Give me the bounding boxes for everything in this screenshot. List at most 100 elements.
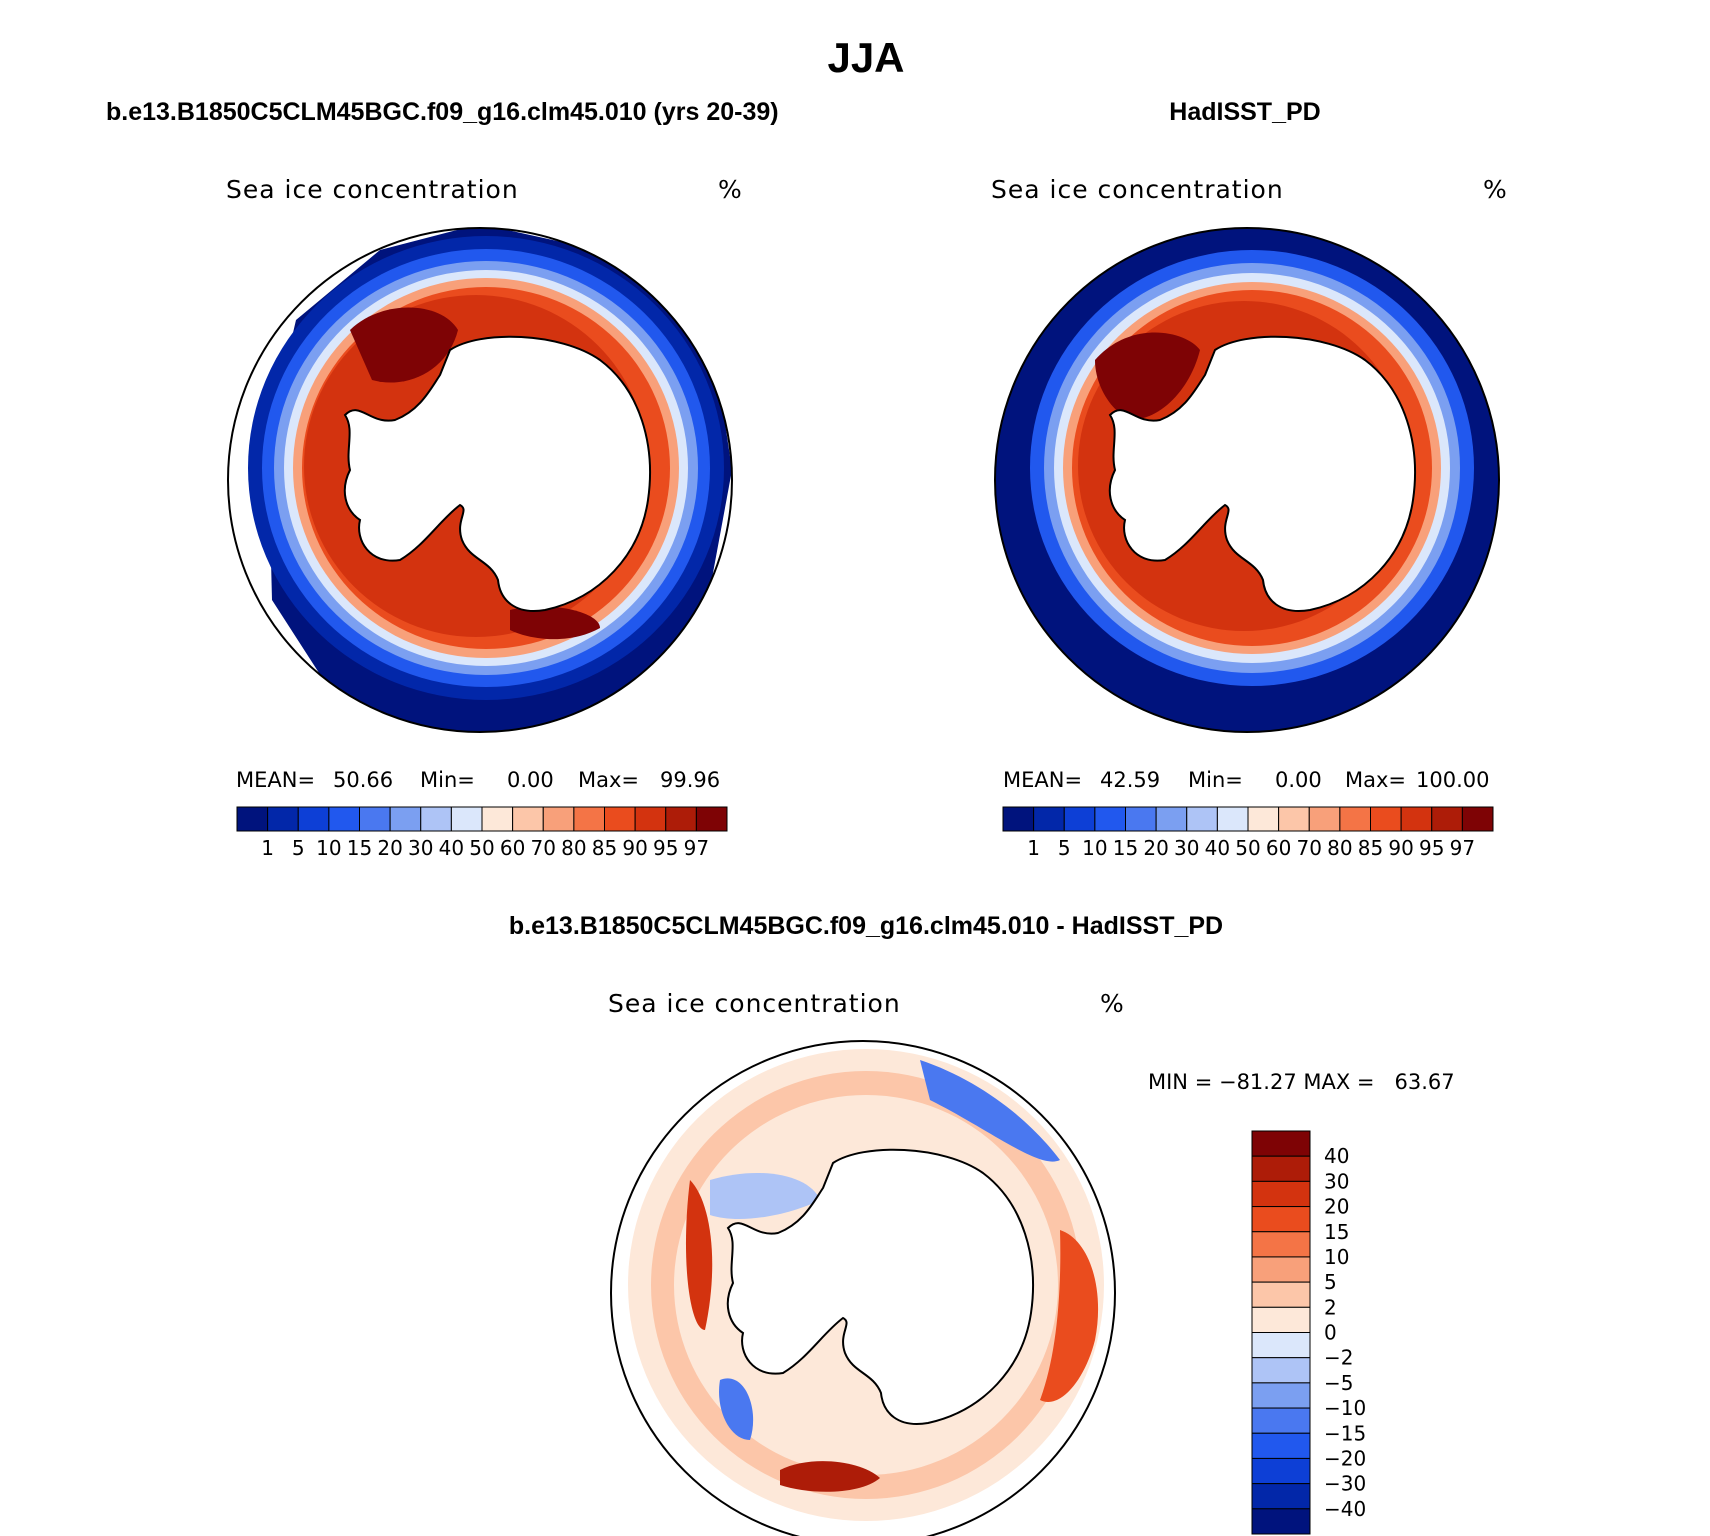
panel-a-colorbar-tick-label: 70 — [531, 836, 556, 860]
panel-a-weddell-max — [350, 307, 458, 383]
panel-c-colorbar-swatch — [1251, 1256, 1311, 1283]
panel-a-heading: b.e13.B1850C5CLM45BGC.f09_g16.clm45.010 … — [106, 98, 779, 126]
panel-c-colorbar-swatch — [1251, 1281, 1311, 1308]
panel-a-colorbar-tick-label: 30 — [408, 836, 433, 860]
panel-a-colorbar-labels: 1 5 10 15 20 30 40 50 60 70 80 85 90 95 97 — [261, 836, 709, 860]
panel-a-colorbar-tick-label: 80 — [561, 836, 586, 860]
panel-a-colorbar-tick-label: 15 — [347, 836, 372, 860]
panel-a-colorbar-swatch — [481, 806, 514, 832]
panel-c-map — [611, 1041, 1115, 1536]
panel-a-colorbar-tick-label: 5 — [292, 836, 305, 860]
panel-b-colorbar-swatch — [1002, 806, 1035, 832]
panel-a-stats: MEAN= 50.66 Min= 0.00 Max= 99.96 — [236, 768, 720, 792]
panel-c-colorbar-tick-label: −2 — [1324, 1346, 1353, 1370]
panel-c-positive-west — [685, 1180, 713, 1330]
panel-a-colorbar-swatch — [420, 806, 452, 832]
panel-a-colorbar-swatch — [359, 806, 391, 832]
panel-a-colorbar-tick-label: 97 — [684, 836, 709, 860]
panel-b-colorbar-labels: 1 5 10 15 20 30 40 50 60 70 80 85 90 95 97 — [1027, 836, 1475, 860]
panel-b-colorbar-swatch — [1063, 806, 1096, 832]
panel-c-colorbar-tick-label: 30 — [1324, 1169, 1349, 1193]
panel-b-colorbar-swatch — [1308, 806, 1341, 832]
panel-a-colorbar-swatch — [297, 806, 330, 832]
panel-c-colorbar-tick-label: 40 — [1324, 1144, 1349, 1168]
panel-c-colorbar-swatch — [1251, 1306, 1311, 1333]
panel-b-weddell-max — [1095, 332, 1200, 420]
panel-c-colorbar-tick-label: −15 — [1324, 1421, 1366, 1445]
panel-b-colorbar-tick-label: 10 — [1082, 836, 1107, 860]
panel-a-colorbar-swatch — [604, 806, 636, 832]
panel-c-units: % — [1100, 989, 1124, 1018]
panel-a-colorbar-swatch — [634, 806, 667, 832]
panel-c-colorbar-swatch — [1251, 1407, 1311, 1434]
panel-b-colorbar-swatch — [1094, 806, 1126, 832]
panel-a-colorbar — [236, 806, 728, 832]
panel-b-colorbar-swatch — [1278, 806, 1310, 832]
panel-b-colorbar-swatch — [1431, 806, 1463, 832]
panel-b-colorbar-tick-label: 80 — [1327, 836, 1352, 860]
panel-a-colorbar-tick-label: 95 — [653, 836, 678, 860]
panel-c-antarctica — [726, 1148, 1034, 1425]
panel-c-colorbar-tick-label: 15 — [1324, 1220, 1349, 1244]
panel-a-colorbar-tick-label: 50 — [469, 836, 494, 860]
panel-b-colorbar-swatch — [1186, 806, 1218, 832]
panel-a-units: % — [718, 175, 742, 204]
panel-c-colorbar-swatch — [1251, 1231, 1311, 1258]
panel-c-field-label: Sea ice concentration — [608, 989, 901, 1018]
panel-a-colorbar-swatch — [542, 806, 575, 832]
panel-b-map — [995, 228, 1499, 732]
panel-a-colorbar-swatch — [665, 806, 697, 832]
panel-c-colorbar-tick-label: 2 — [1324, 1295, 1337, 1319]
panel-c-colorbar-swatch — [1251, 1483, 1311, 1510]
panel-b-colorbar-tick-label: 97 — [1450, 836, 1475, 860]
panel-c-colorbar-swatch — [1251, 1382, 1311, 1409]
panel-a-field-label: Sea ice concentration — [226, 175, 519, 204]
panel-c-positive-ross — [780, 1461, 880, 1492]
panel-b-colorbar-swatch — [1216, 806, 1249, 832]
panel-a-colorbar-swatch — [573, 806, 605, 832]
panel-a-map — [228, 228, 732, 732]
panel-b-units: % — [1483, 175, 1507, 204]
panel-c-colorbar-tick-label: 5 — [1324, 1270, 1337, 1294]
panel-b-colorbar-tick-label: 40 — [1205, 836, 1230, 860]
panel-a-antarctica — [343, 335, 651, 612]
panel-c-colorbar-tick-label: 20 — [1324, 1195, 1349, 1219]
panel-c-positive-east — [1040, 1230, 1099, 1402]
panel-b-field-label: Sea ice concentration — [991, 175, 1284, 204]
panel-c-colorbar-tick-label: −20 — [1324, 1446, 1366, 1470]
panel-a-colorbar-tick-label: 10 — [316, 836, 341, 860]
panel-b-stats: MEAN= 42.59 Min= 0.00 Max= 100.00 — [1003, 768, 1489, 792]
panel-b-colorbar-swatch — [1247, 806, 1280, 832]
panel-c-colorbar-swatch — [1251, 1332, 1311, 1359]
panel-c-colorbar-tick-label: −5 — [1324, 1371, 1353, 1395]
panel-b-antarctica — [1108, 335, 1416, 612]
panel-a-colorbar-swatch — [695, 806, 728, 832]
panel-c-colorbar — [1251, 1130, 1311, 1535]
panel-c-colorbar-swatch — [1251, 1206, 1311, 1233]
panel-b-colorbar-tick-label: 15 — [1113, 836, 1138, 860]
panel-c-colorbar-swatch — [1251, 1457, 1311, 1485]
panel-c-colorbar-swatch — [1251, 1508, 1311, 1535]
panel-a-colorbar-tick-label: 1 — [261, 836, 274, 860]
panel-a-colorbar-swatch — [389, 806, 422, 832]
panel-a-colorbar-tick-label: 60 — [500, 836, 525, 860]
panel-b-colorbar-swatch — [1400, 806, 1433, 832]
panel-b-colorbar-tick-label: 85 — [1358, 836, 1383, 860]
panel-b-heading: HadISST_PD — [1169, 98, 1320, 126]
panel-b-colorbar-swatch — [1370, 806, 1402, 832]
panel-c-colorbar-swatch — [1251, 1357, 1311, 1384]
panel-c-colorbar-swatch — [1251, 1155, 1311, 1182]
panel-b-colorbar-tick-label: 60 — [1266, 836, 1291, 860]
panel-a-colorbar-swatch — [512, 806, 544, 832]
panel-c-colorbar-tick-label: −30 — [1324, 1472, 1366, 1496]
panel-a-colorbar-swatch — [267, 806, 299, 832]
panel-b-colorbar-tick-label: 95 — [1419, 836, 1444, 860]
panel-a-colorbar-swatch — [328, 806, 360, 832]
panel-c-colorbar-swatch — [1251, 1180, 1311, 1208]
panel-a-colorbar-tick-label: 40 — [439, 836, 464, 860]
panel-c-colorbar-tick-label: 10 — [1324, 1245, 1349, 1269]
panel-b-colorbar-tick-label: 90 — [1388, 836, 1413, 860]
panel-b-colorbar-tick-label: 1 — [1027, 836, 1040, 860]
panel-c-minmax: MIN = −81.27 MAX = 63.67 — [1148, 1070, 1455, 1094]
